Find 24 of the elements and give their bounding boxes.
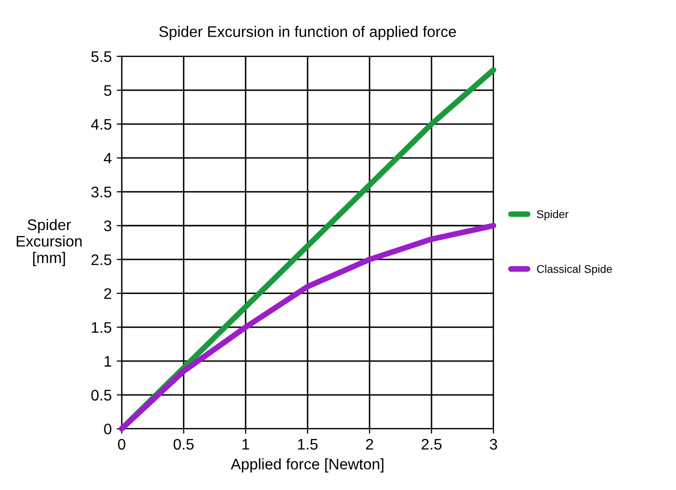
- y-tick-label: 2.5: [91, 254, 112, 266]
- y-tick-label: 0.5: [91, 390, 112, 401]
- x-axis-title: Applied force [Newton]: [230, 458, 384, 473]
- legend-label: Classical Spide: [537, 264, 612, 276]
- y-tick-label: 4: [104, 152, 112, 164]
- y-tick-label: 4.5: [91, 119, 112, 130]
- x-tick-label: 2: [366, 438, 374, 450]
- y-tick-label: 1: [104, 356, 112, 367]
- y-tick-label: 0: [104, 424, 112, 434]
- x-tick-label: 0.5: [174, 438, 194, 450]
- y-tick-label: 1.5: [92, 322, 112, 333]
- y-tick-label: 5: [104, 85, 112, 96]
- legend-label: Spider: [536, 210, 568, 220]
- x-tick-label: 0: [118, 438, 126, 450]
- y-axis-title: Spider Excursion [mm]: [16, 218, 82, 266]
- x-tick-label: 1.5: [298, 439, 318, 450]
- y-tick-label: 5.5: [91, 51, 112, 62]
- y-tick-label: 2: [104, 288, 112, 299]
- x-tick-label: 1: [242, 439, 250, 450]
- y-tick-label: 3.5: [91, 186, 112, 198]
- x-tick-label: 2.5: [422, 438, 442, 450]
- x-tick-label: 3: [490, 438, 498, 450]
- y-tick-label: 3: [104, 220, 112, 232]
- chart-title: Spider Excursion in function of applied force: [159, 26, 456, 40]
